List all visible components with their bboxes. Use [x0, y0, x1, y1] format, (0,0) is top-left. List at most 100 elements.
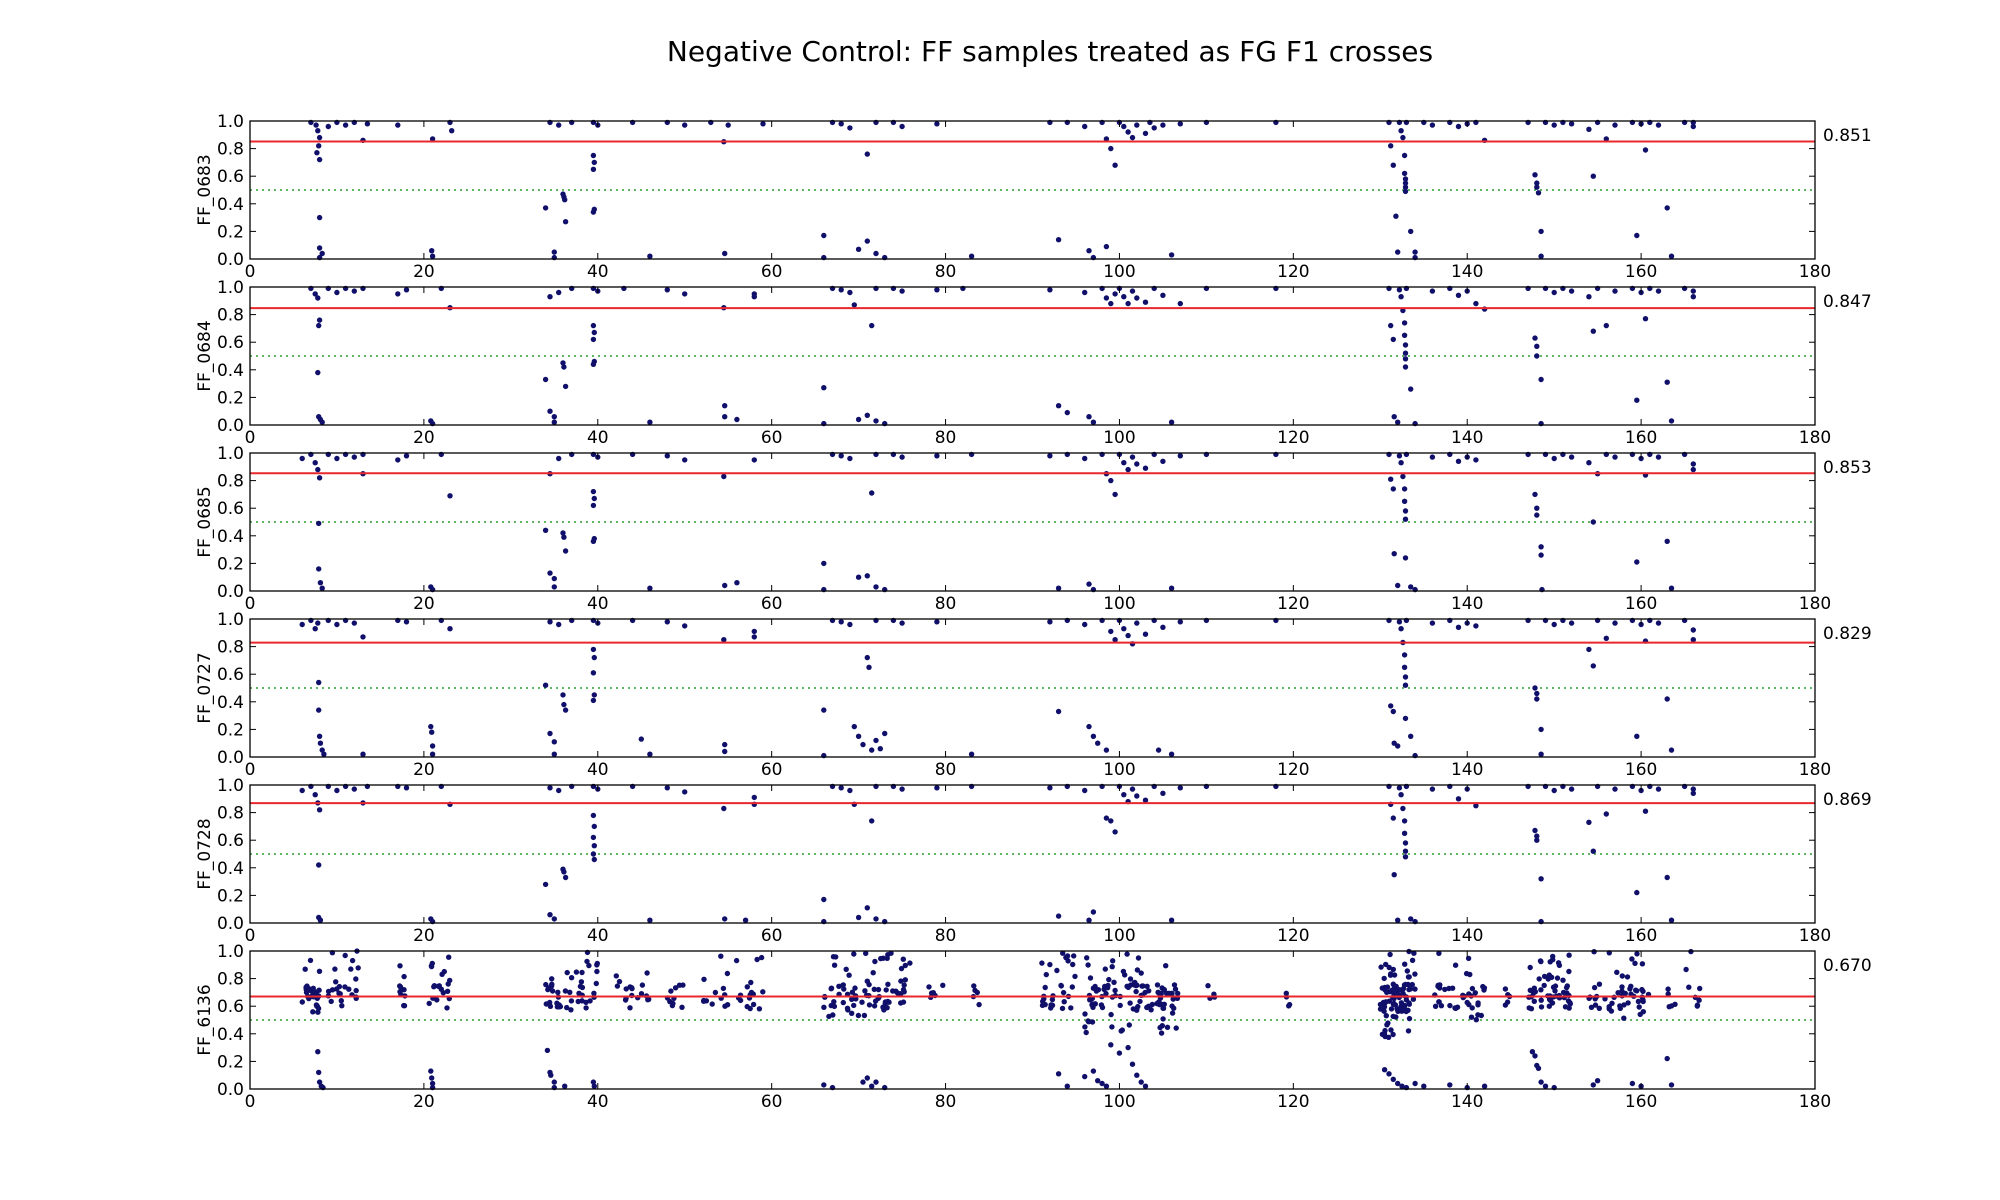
x-tick-label: 160 [1625, 428, 1657, 448]
data-point [902, 977, 908, 983]
data-point [869, 322, 875, 329]
data-point [638, 736, 644, 742]
data-point [1412, 249, 1418, 255]
data-point [1086, 414, 1092, 420]
data-point [1395, 743, 1401, 749]
y-axis-label: FF_0728 [195, 818, 215, 889]
data-point [579, 984, 586, 991]
data-point [1429, 288, 1436, 294]
y-tick-label: 0.2 [217, 1052, 244, 1072]
data-point [1633, 987, 1639, 993]
data-point [1154, 1000, 1160, 1007]
data-point [864, 151, 870, 157]
data-point [1125, 984, 1132, 991]
data-point [860, 1079, 866, 1085]
data-point [1099, 1080, 1105, 1087]
data-point [429, 743, 436, 749]
data-point [1116, 1050, 1123, 1056]
data-point [1690, 288, 1697, 294]
data-point [1042, 984, 1048, 991]
data-point [1534, 180, 1540, 186]
data-point [821, 896, 827, 903]
data-point [1412, 1080, 1418, 1087]
data-point [1531, 998, 1538, 1004]
data-point [1686, 984, 1692, 990]
data-point [670, 1000, 676, 1007]
data-point [1086, 1019, 1092, 1025]
y-tick-label: 0.6 [217, 665, 244, 685]
data-point [1085, 962, 1091, 968]
data-point [1118, 1028, 1124, 1034]
data-point [429, 751, 436, 757]
data-point [1429, 786, 1436, 792]
data-point [1537, 958, 1544, 964]
data-point [336, 983, 343, 990]
data-point [1404, 968, 1411, 974]
data-point [1538, 228, 1544, 235]
axes-frame [249, 452, 1816, 592]
data-point [1554, 975, 1561, 981]
data-point [446, 954, 452, 960]
data-point [1382, 1000, 1388, 1006]
data-point [647, 585, 653, 591]
data-point [1664, 696, 1670, 702]
data-point [1690, 637, 1697, 643]
data-point [334, 289, 340, 296]
data-point [1590, 328, 1597, 334]
data-point [1390, 1031, 1396, 1038]
data-point [329, 987, 336, 993]
data-point [1596, 981, 1603, 987]
data-point [860, 741, 866, 748]
data-point [1634, 733, 1640, 739]
data-point [360, 751, 366, 757]
data-point [590, 209, 597, 215]
data-point [831, 999, 837, 1005]
data-point [1103, 295, 1110, 301]
data-point [682, 789, 688, 795]
x-tick-label: 20 [413, 1092, 435, 1112]
data-point [312, 291, 318, 297]
x-tick-label: 0 [245, 1092, 256, 1112]
data-point [591, 329, 597, 336]
data-point [1634, 232, 1640, 239]
y-axis-label: FF_0727 [195, 652, 215, 723]
data-point [1117, 1002, 1123, 1009]
x-tick-label: 180 [1799, 760, 1831, 780]
data-point [1402, 682, 1409, 688]
data-point [1621, 1002, 1627, 1008]
data-point [1555, 960, 1562, 966]
data-point [1090, 733, 1097, 739]
data-point [1121, 792, 1127, 798]
data-point [1379, 985, 1386, 991]
data-point [1401, 830, 1408, 836]
data-point [1591, 984, 1598, 991]
data-point [1538, 1004, 1545, 1010]
data-point [1665, 986, 1671, 992]
data-point [1617, 1003, 1623, 1009]
data-point [1668, 917, 1675, 923]
data-point [1535, 1065, 1542, 1072]
data-point [1402, 508, 1409, 514]
data-point [1401, 486, 1408, 492]
data-point [444, 1005, 450, 1011]
data-point [564, 1004, 570, 1011]
data-point [1400, 985, 1407, 992]
data-point [863, 950, 869, 956]
data-point [313, 122, 319, 128]
data-point [1534, 512, 1540, 518]
y-tick-label: 0.0 [217, 914, 244, 934]
data-point [1042, 1001, 1048, 1008]
y-tick-label: 0.2 [217, 554, 244, 574]
x-tick-label: 0 [245, 926, 256, 946]
data-point [830, 954, 837, 960]
data-point [907, 960, 913, 966]
data-point [1534, 690, 1540, 697]
data-point [556, 787, 562, 794]
data-point [1564, 983, 1571, 989]
data-point [1283, 990, 1290, 996]
data-point [1397, 1007, 1403, 1013]
data-point [584, 958, 590, 965]
data-point [644, 970, 650, 976]
data-point [1060, 950, 1066, 956]
threshold-value-label: 0.853 [1823, 458, 1872, 478]
